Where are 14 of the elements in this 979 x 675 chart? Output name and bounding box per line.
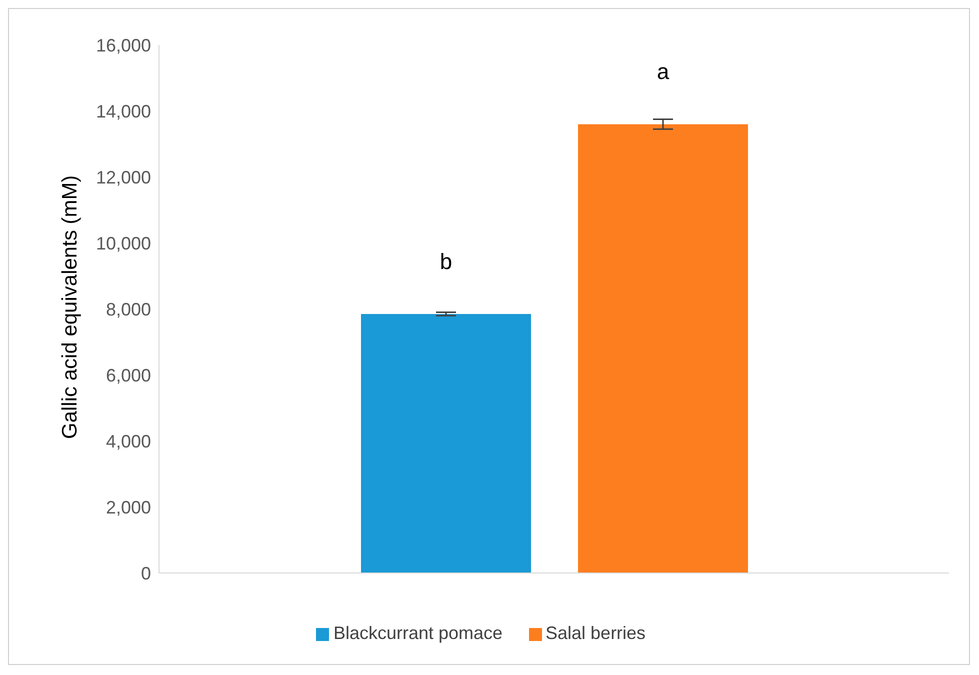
- annotation: b: [440, 248, 452, 274]
- y-tick-label: 16,000: [96, 35, 151, 56]
- y-tick-label: 4,000: [106, 431, 151, 452]
- annotation: a: [656, 59, 670, 84]
- y-tick-label: 14,000: [96, 101, 151, 122]
- y-tick-label: 8,000: [106, 299, 151, 320]
- y-tick-label: 0: [140, 563, 151, 584]
- legend-label: Blackcurrant pomace: [333, 623, 503, 643]
- y-tick-label: 6,000: [106, 365, 151, 386]
- y-tick-label: 2,000: [106, 497, 151, 518]
- y-axis-title: Gallic acid equivalents (mM): [58, 175, 82, 439]
- y-tick-label: 10,000: [96, 233, 151, 254]
- y-tick-label: 12,000: [96, 167, 151, 188]
- legend-label: Salal berries: [546, 623, 646, 643]
